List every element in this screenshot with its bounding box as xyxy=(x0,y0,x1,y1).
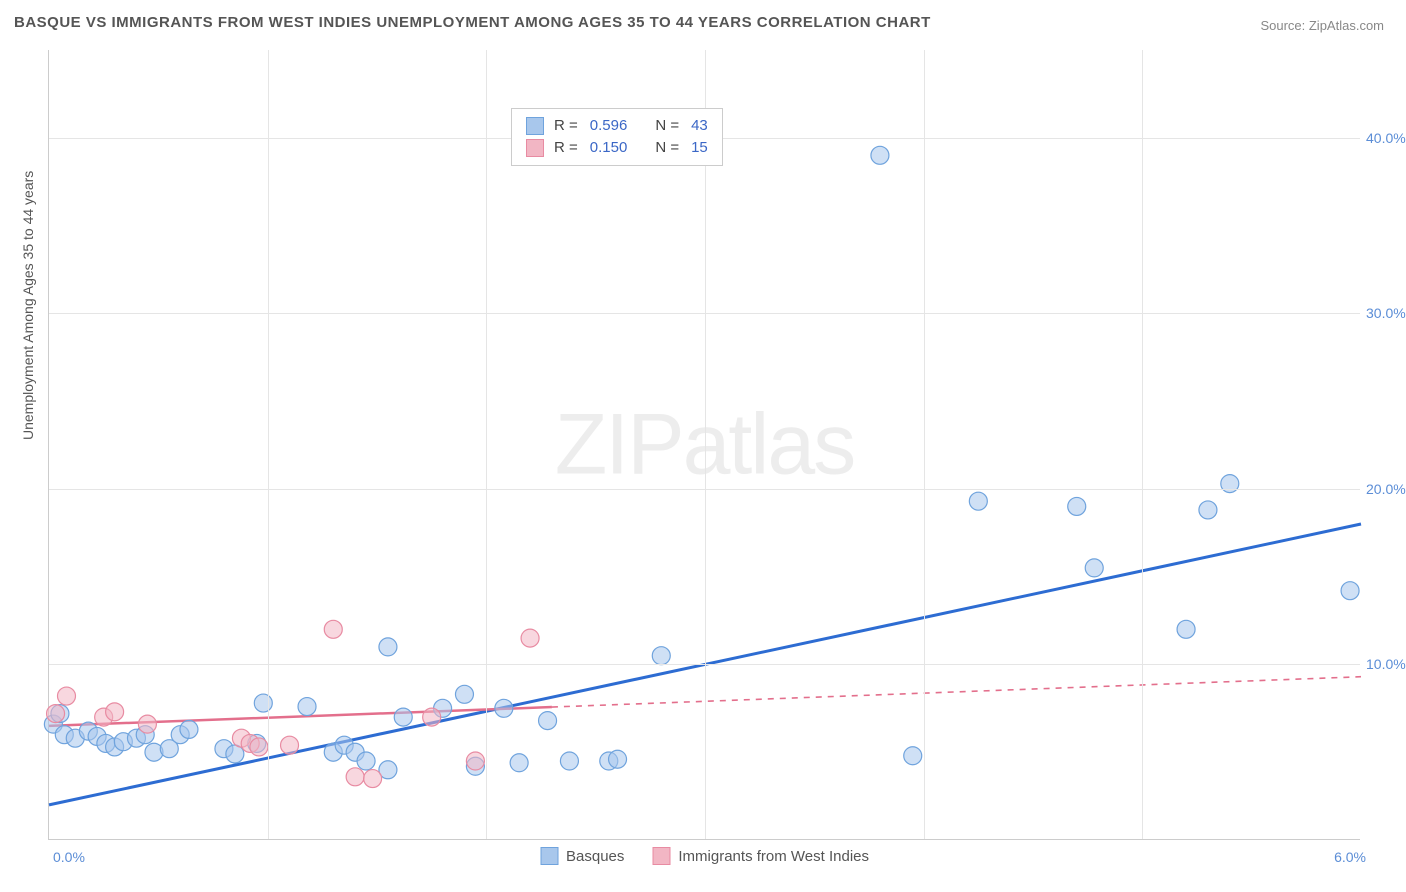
data-point xyxy=(394,708,412,726)
bottom-legend: Basques Immigrants from West Indies xyxy=(540,847,869,865)
grid-v xyxy=(486,50,487,839)
x-tick-min: 0.0% xyxy=(53,849,85,865)
data-point xyxy=(1341,582,1359,600)
data-point xyxy=(1177,620,1195,638)
y-tick-label: 30.0% xyxy=(1366,305,1406,321)
data-point xyxy=(47,705,65,723)
legend-item: Immigrants from West Indies xyxy=(652,847,869,865)
data-point xyxy=(495,699,513,717)
data-point xyxy=(652,647,670,665)
regression-line-dashed xyxy=(552,677,1361,707)
data-point xyxy=(455,685,473,703)
data-point xyxy=(138,715,156,733)
grid-v xyxy=(1142,50,1143,839)
data-point xyxy=(357,752,375,770)
source-label: Source: ZipAtlas.com xyxy=(1260,18,1384,33)
data-point xyxy=(521,629,539,647)
x-tick-max: 6.0% xyxy=(1334,849,1366,865)
grid-v xyxy=(268,50,269,839)
data-point xyxy=(106,703,124,721)
data-point xyxy=(1199,501,1217,519)
grid-v xyxy=(924,50,925,839)
R-label: R = xyxy=(554,115,578,137)
data-point xyxy=(560,752,578,770)
y-tick-label: 40.0% xyxy=(1366,130,1406,146)
stats-row: R = 0.596 N = 43 xyxy=(526,115,708,137)
data-point xyxy=(1068,497,1086,515)
data-point xyxy=(281,736,299,754)
stats-legend-box: R = 0.596 N = 43 R = 0.150 N = 15 xyxy=(511,108,723,166)
data-point xyxy=(423,708,441,726)
swatch-icon xyxy=(526,117,544,135)
data-point xyxy=(298,698,316,716)
swatch-icon xyxy=(526,139,544,157)
data-point xyxy=(324,620,342,638)
data-point xyxy=(346,768,364,786)
data-point xyxy=(969,492,987,510)
data-point xyxy=(254,694,272,712)
data-point xyxy=(1221,475,1239,493)
R-value: 0.150 xyxy=(590,137,628,159)
y-tick-label: 20.0% xyxy=(1366,481,1406,497)
stats-row: R = 0.150 N = 15 xyxy=(526,137,708,159)
data-point xyxy=(871,146,889,164)
N-label: N = xyxy=(655,115,679,137)
data-point xyxy=(180,720,198,738)
data-point xyxy=(539,712,557,730)
plot-area: ZIPatlas 10.0%20.0%30.0%40.0% 0.0% 6.0% … xyxy=(48,50,1360,840)
grid-v xyxy=(705,50,706,839)
y-axis-label: Unemployment Among Ages 35 to 44 years xyxy=(20,171,36,440)
swatch-icon xyxy=(540,847,558,865)
data-point xyxy=(57,687,75,705)
data-point xyxy=(466,752,484,770)
data-point xyxy=(609,750,627,768)
N-value: 43 xyxy=(691,115,708,137)
N-label: N = xyxy=(655,137,679,159)
data-point xyxy=(904,747,922,765)
chart-title: BASQUE VS IMMIGRANTS FROM WEST INDIES UN… xyxy=(14,14,931,31)
N-value: 15 xyxy=(691,137,708,159)
legend-label: Basques xyxy=(566,848,624,865)
legend-label: Immigrants from West Indies xyxy=(678,848,869,865)
swatch-icon xyxy=(652,847,670,865)
data-point xyxy=(250,738,268,756)
data-point xyxy=(364,770,382,788)
data-point xyxy=(510,754,528,772)
legend-item: Basques xyxy=(540,847,624,865)
data-point xyxy=(379,638,397,656)
R-label: R = xyxy=(554,137,578,159)
R-value: 0.596 xyxy=(590,115,628,137)
y-tick-label: 10.0% xyxy=(1366,656,1406,672)
data-point xyxy=(1085,559,1103,577)
